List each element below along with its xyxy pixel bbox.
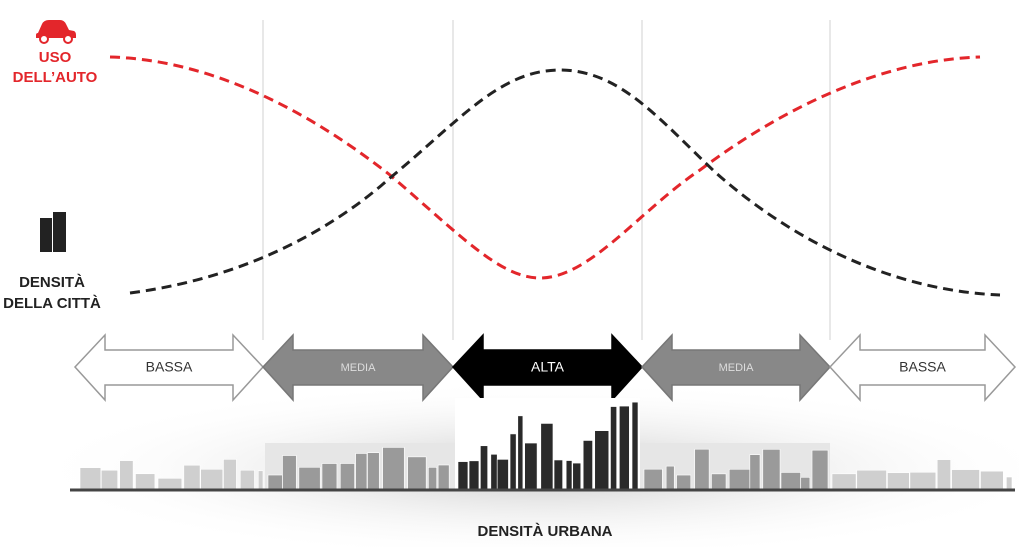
building — [496, 459, 509, 491]
car-icon — [36, 20, 76, 44]
building — [951, 469, 980, 491]
building — [200, 468, 224, 491]
building — [594, 430, 610, 491]
building — [553, 459, 563, 491]
building — [267, 474, 283, 491]
building — [811, 449, 829, 491]
zone-label: BASSA — [899, 359, 946, 375]
building — [298, 466, 321, 491]
building — [321, 463, 338, 491]
building — [582, 440, 593, 491]
building — [665, 465, 675, 491]
building — [490, 454, 498, 491]
building — [619, 405, 630, 491]
zone-arrows: BASSA MEDIA ALTA MEDIA BASSA — [73, 333, 1017, 402]
building — [339, 463, 355, 491]
building — [676, 474, 692, 491]
building — [800, 477, 811, 491]
building — [183, 464, 201, 491]
building — [762, 449, 781, 491]
building — [524, 442, 538, 491]
building — [610, 406, 617, 491]
building — [480, 445, 488, 491]
car-use-curve — [109, 55, 981, 280]
building — [780, 472, 801, 491]
building — [428, 467, 438, 491]
building-icon — [40, 212, 66, 252]
building — [407, 456, 427, 491]
building — [100, 469, 118, 491]
zone-label: MEDIA — [341, 362, 377, 374]
building — [517, 415, 524, 491]
building — [282, 455, 297, 491]
zone-label: ALTA — [531, 359, 565, 375]
building — [135, 473, 156, 491]
building — [831, 473, 857, 491]
building — [457, 461, 469, 491]
building — [936, 459, 951, 491]
building — [239, 469, 255, 491]
building — [856, 469, 887, 491]
building — [79, 467, 102, 491]
building — [631, 401, 639, 491]
city-density-label: DELLA CITTÀ — [3, 295, 101, 312]
building — [509, 433, 517, 491]
x-axis-label: DENSITÀ URBANA — [478, 523, 613, 540]
building — [980, 470, 1004, 491]
building — [257, 470, 264, 491]
dividers — [262, 20, 831, 340]
building — [572, 462, 582, 491]
building — [468, 460, 480, 491]
zone-label: MEDIA — [719, 362, 755, 374]
building — [540, 423, 554, 491]
building — [643, 468, 663, 491]
building — [367, 452, 380, 491]
building — [909, 471, 937, 491]
building — [694, 448, 710, 491]
building — [565, 460, 573, 491]
building — [887, 472, 910, 491]
building — [223, 459, 237, 491]
zone-label: BASSA — [146, 359, 193, 375]
zone-arrow — [828, 333, 1017, 402]
car-use-label: USO — [39, 49, 72, 66]
building — [119, 460, 134, 491]
building — [355, 453, 368, 491]
city-density-label: DENSITÀ — [19, 274, 85, 291]
building — [728, 468, 751, 491]
car-use-label: DELL’AUTO — [13, 69, 98, 86]
skyline — [79, 401, 1013, 491]
building — [382, 447, 405, 491]
building — [1006, 476, 1013, 491]
city-density-curve — [129, 68, 1001, 297]
building — [157, 478, 183, 491]
building — [437, 464, 450, 491]
building — [749, 454, 761, 491]
building — [711, 473, 727, 491]
